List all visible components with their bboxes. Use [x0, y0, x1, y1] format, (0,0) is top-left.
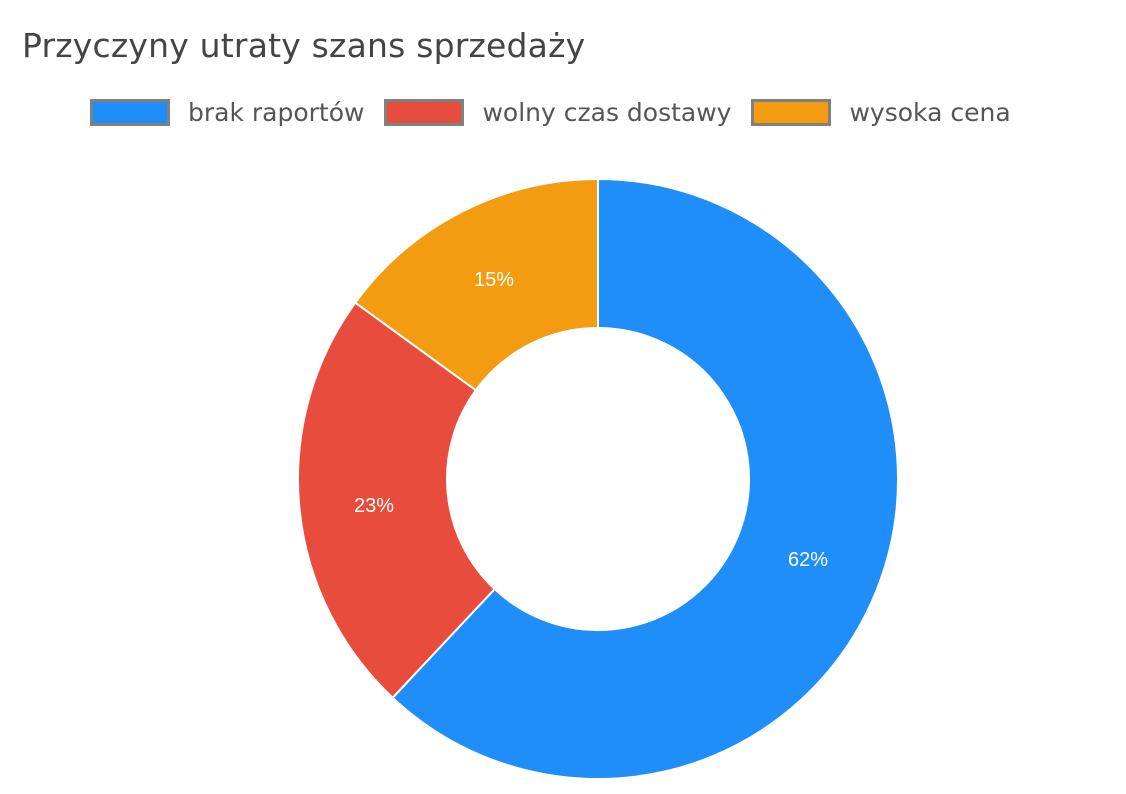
chart-legend: brak raportów wolny czas dostawy wysoka …: [90, 97, 1011, 127]
donut-slice-brak-raportow[interactable]: [391, 177, 899, 780]
legend-item-wysoka-cena[interactable]: wysoka cena: [751, 97, 1011, 127]
donut-slices: [297, 177, 899, 780]
donut-labels: 62% 23% 15%: [354, 269, 828, 571]
legend-swatch-red: [384, 98, 465, 126]
legend-label: wysoka cena: [849, 97, 1011, 127]
slice-label-wolny-czas-dostawy: 23%: [354, 495, 394, 517]
donut-slice-wolny-czas-dostawy[interactable]: [297, 301, 497, 700]
legend-item-brak-raportow[interactable]: brak raportów: [90, 98, 364, 127]
chart-title: Przyczyny utraty szans sprzedaży: [22, 26, 586, 65]
legend-label: wolny czas dostawy: [482, 97, 732, 127]
legend-label: brak raportów: [188, 97, 365, 127]
legend-swatch-orange: [751, 98, 832, 126]
legend-swatch-blue: [90, 98, 170, 126]
slice-label-wysoka-cena: 15%: [474, 269, 514, 291]
legend-item-wolny-czas-dostawy[interactable]: wolny czas dostawy: [384, 98, 731, 127]
slice-label-brak-raportow: 62%: [788, 549, 828, 571]
donut-slice-wysoka-cena[interactable]: [353, 177, 599, 392]
